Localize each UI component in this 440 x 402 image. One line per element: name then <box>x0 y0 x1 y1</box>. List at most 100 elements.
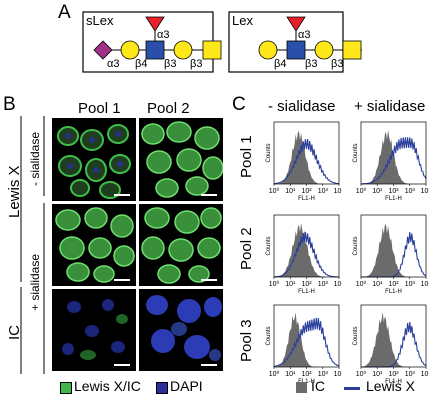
lex-link-b4: β4 <box>274 58 287 70</box>
fucose-triangle <box>145 16 165 32</box>
galactose-circle <box>258 40 278 60</box>
lewisx-histogram <box>273 231 340 278</box>
x-axis-label: FL1-H <box>298 196 315 202</box>
c-legend-ic-label: IC <box>311 378 325 394</box>
x-tick-label: 10¹ <box>285 188 296 195</box>
x-tick-label: 10³ <box>318 188 329 195</box>
lewisx-histogram <box>273 139 340 185</box>
x-tick-label: 10² <box>388 371 399 378</box>
x-axis-label: FL1-H <box>298 289 315 295</box>
c-legend-lewisx-label: Lewis X <box>366 378 416 394</box>
x-tick-label: 10² <box>301 281 312 288</box>
galactose-circle <box>173 40 193 60</box>
x-tick-label: 10⁴ <box>421 188 429 195</box>
x-tick-label: 10³ <box>405 188 416 195</box>
glycan-structures <box>82 11 362 73</box>
micrograph-lewisx-plus-pool1 <box>52 204 136 286</box>
scale-bar <box>114 279 130 281</box>
x-tick-label: 10⁴ <box>334 188 342 195</box>
hist-pool3-plus: 10⁰ 10¹ 10² 10³ 10⁴ FL1-H Counts <box>345 299 429 387</box>
y-axis-label: Counts <box>266 143 272 162</box>
micrograph-lewisx-minus-pool2 <box>139 118 223 201</box>
micrograph-lewisx-plus-pool2 <box>139 204 223 286</box>
scale-bar <box>114 194 130 196</box>
panel-letter-b: B <box>3 94 16 115</box>
c-row-pool3: Pool 3 <box>238 319 255 362</box>
b-legend-green-label: Lewis X/IC <box>74 378 141 394</box>
lex-name: Lex <box>232 13 253 28</box>
x-tick-label: 10¹ <box>285 371 296 378</box>
fucose-triangle <box>286 16 306 32</box>
ic-histogram <box>274 131 339 184</box>
micrograph-ic-pool1 <box>52 289 136 371</box>
y-axis-label: Counts <box>266 236 272 255</box>
x-tick-label: 10⁰ <box>269 280 280 288</box>
lex-link-b3: β3 <box>305 58 318 70</box>
slex-name: sLex <box>86 13 114 28</box>
x-tick-label: 10² <box>388 281 399 288</box>
b-col-pool1: Pool 1 <box>78 100 121 117</box>
x-tick-label: 10¹ <box>372 188 383 195</box>
c-row-pool2: Pool 2 <box>238 227 255 270</box>
galactose-circle <box>314 40 334 60</box>
hist-pool1-plus: 10⁰ 10¹ 10² 10³ 10⁴ FL1-H Counts <box>345 116 429 204</box>
slex-link-a3-top: α3 <box>157 29 170 41</box>
scale-bar <box>201 279 217 281</box>
y-axis-label: Counts <box>353 143 359 162</box>
glcnac-square <box>286 40 306 60</box>
x-tick-label: 10⁴ <box>334 371 342 378</box>
x-tick-label: 10³ <box>405 371 416 378</box>
slex-link-a3: α3 <box>107 58 120 70</box>
x-tick-label: 10⁴ <box>334 281 342 288</box>
b-brackets <box>20 116 45 374</box>
y-axis-label: Counts <box>353 236 359 255</box>
c-legend-ic-swatch <box>296 382 307 393</box>
ic-histogram <box>274 312 339 367</box>
b-legend-blue-swatch <box>156 382 168 394</box>
x-tick-label: 10¹ <box>285 281 296 288</box>
ic-histogram <box>274 222 339 277</box>
c-col-plus: + sialidase <box>354 98 426 115</box>
slex-link-b3: β3 <box>164 58 177 70</box>
lex-link-b3-out: β3 <box>331 58 344 70</box>
c-row-pool1: Pool 1 <box>238 135 255 178</box>
x-tick-label: 10¹ <box>372 281 383 288</box>
y-axis-label: Counts <box>353 326 359 345</box>
scale-bar <box>201 364 217 366</box>
panel-letter-a: A <box>58 2 71 23</box>
lex-link-a3-top: α3 <box>298 29 311 41</box>
x-axis-label: FL1-H <box>385 196 402 202</box>
micrograph-ic-pool2 <box>139 289 223 371</box>
c-col-minus: - sialidase <box>268 98 336 115</box>
x-tick-label: 10³ <box>318 371 329 378</box>
panel-letter-c: C <box>232 94 246 115</box>
x-axis-label: FL1-H <box>385 379 402 385</box>
hist-pool2-plus: 10⁰ 10¹ 10² 10³ 10⁴ FL1-H Counts <box>345 209 429 297</box>
x-tick-label: 10⁴ <box>421 281 429 288</box>
ic-histogram <box>361 224 426 277</box>
ic-histogram <box>361 129 426 184</box>
glcnac-square-outside <box>202 40 222 60</box>
lewisx-histogram <box>273 317 340 367</box>
x-axis-label: FL1-H <box>385 289 402 295</box>
c-legend-lewisx-swatch <box>344 387 360 390</box>
slex-link-b3-out: β3 <box>190 58 203 70</box>
x-tick-label: 10⁰ <box>356 280 367 288</box>
hist-pool1-minus: 10⁰ 10¹ 10² 10³ 10⁴ FL1-H Counts <box>258 116 342 204</box>
hist-pool2-minus: 10⁰ 10¹ 10² 10³ 10⁴ FL1-H Counts <box>258 209 342 297</box>
x-tick-label: 10³ <box>318 281 329 288</box>
x-tick-label: 10² <box>301 371 312 378</box>
galactose-circle <box>120 40 140 60</box>
b-legend-green-swatch <box>60 382 72 394</box>
x-tick-label: 10⁴ <box>421 371 429 378</box>
x-tick-label: 10⁰ <box>356 187 367 195</box>
lewisx-histogram <box>361 137 427 185</box>
ic-histogram <box>361 311 426 367</box>
x-tick-label: 10² <box>301 188 312 195</box>
x-tick-label: 10⁰ <box>269 187 280 195</box>
x-tick-label: 10¹ <box>372 371 383 378</box>
micrograph-lewisx-minus-pool1 <box>52 118 136 201</box>
b-col-pool2: Pool 2 <box>147 100 190 117</box>
slex-link-b4: β4 <box>135 58 148 70</box>
